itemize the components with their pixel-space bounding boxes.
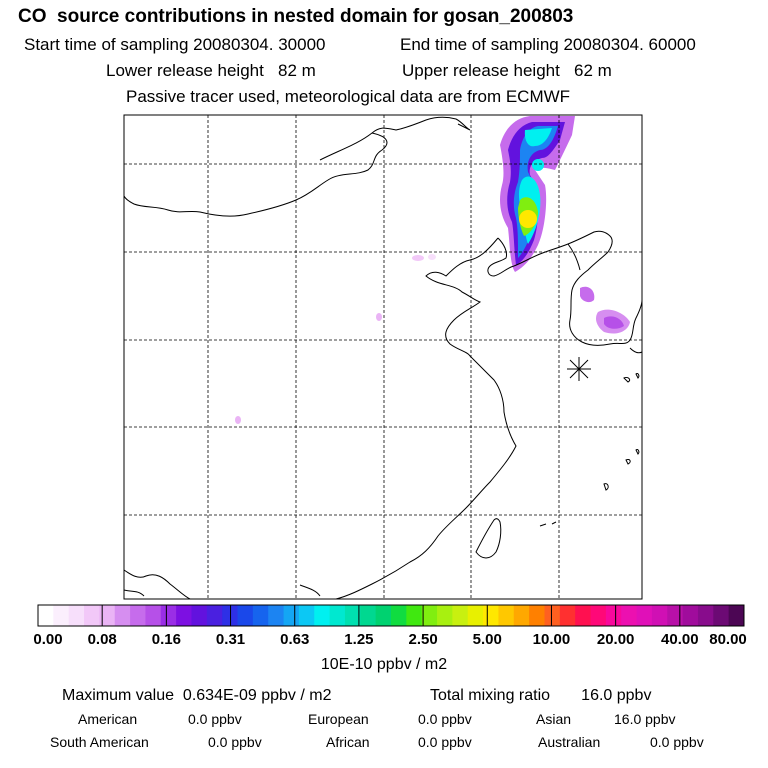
colorbar-swatch	[130, 605, 146, 626]
colorbar-swatch	[421, 605, 438, 626]
region-south-american-label: South American	[50, 734, 149, 750]
concentration-field	[235, 116, 630, 424]
colorbar-swatch	[114, 605, 131, 626]
colorbar-swatch	[529, 605, 545, 626]
colorbar-tick-label: 2.50	[408, 631, 438, 648]
colorbar-frame	[37, 604, 745, 627]
colorbar-swatch	[437, 605, 453, 626]
colorbar-swatch	[406, 605, 423, 626]
colorbar-tick-label: 0.16	[151, 631, 181, 648]
region-american-label: American	[78, 711, 138, 727]
colorbar-unit: 10E-10 ppbv / m2	[320, 656, 448, 673]
colorbar-swatch	[575, 605, 592, 626]
lat-lon-grid	[124, 115, 642, 599]
colorbar-tick-label: 0.31	[215, 631, 246, 648]
colorbar-swatch	[605, 605, 622, 626]
region-asian-label: Asian	[536, 711, 572, 727]
colorbar-swatch	[237, 605, 254, 626]
colorbar-swatch	[483, 605, 499, 626]
region-american-value: 0.0 ppbv	[188, 711, 242, 727]
colorbar-swatch	[360, 605, 377, 626]
colorbar-tick-label: 20.00	[596, 631, 635, 648]
end-time: End time of sampling 20080304. 60000	[400, 35, 696, 54]
colorbar-tick-label: 0.63	[280, 631, 310, 648]
colorbar-swatch	[160, 605, 177, 626]
colorbar-swatch	[621, 605, 638, 626]
start-time: Start time of sampling 20080304. 30000	[24, 35, 326, 54]
colorbar-swatch	[329, 605, 346, 626]
region-asian-value: 16.0 ppbv	[614, 711, 676, 727]
colorbar-swatch	[99, 605, 116, 626]
colorbar	[37, 604, 745, 627]
region-south-american-value: 0.0 ppbv	[208, 734, 262, 750]
colorbar-swatch	[697, 605, 714, 626]
colorbar-tick-label: 1.25	[344, 631, 374, 648]
colorbar-swatch	[498, 605, 515, 626]
colorbar-tick-label: 80.00	[709, 631, 747, 648]
colorbar-swatch	[713, 605, 730, 626]
colorbar-swatch	[68, 605, 85, 626]
colorbar-tick-label: 10.00	[532, 631, 571, 648]
map-frame	[123, 114, 643, 600]
colorbar-swatch	[268, 605, 285, 626]
colorbar-tick-label: 0.08	[87, 631, 117, 648]
receptor-asterisk-icon	[567, 357, 591, 381]
colorbar-swatch	[191, 605, 208, 626]
region-european-label: European	[308, 711, 369, 727]
colorbar-swatch	[667, 605, 684, 626]
colorbar-swatch	[651, 605, 668, 626]
maximum-value: Maximum value 0.634E-09 ppbv / m2	[62, 687, 332, 704]
colorbar-swatch	[452, 605, 469, 626]
colorbar-swatch	[145, 605, 162, 626]
lower-release-height: Lower release height 82 m	[106, 61, 316, 80]
region-australian-label: Australian	[538, 734, 601, 750]
colorbar-swatch	[38, 605, 54, 626]
colorbar-swatch	[513, 605, 530, 626]
colorbar-swatch	[467, 605, 484, 626]
colorbar-swatch	[682, 605, 699, 626]
colorbar-swatch	[298, 605, 315, 626]
total-mixing-ratio: Total mixing ratio 16.0 ppbv	[430, 687, 652, 704]
colorbar-swatch	[559, 605, 576, 626]
map-title: CO source contributions in nested domain…	[18, 6, 574, 27]
colorbar-swatch	[728, 605, 745, 626]
upper-release-height: Upper release height 62 m	[402, 61, 612, 80]
colorbar-swatch	[344, 605, 361, 626]
colorbar-swatch	[636, 605, 653, 626]
colorbar-tick-label: 0.00	[33, 631, 63, 648]
region-australian-value: 0.0 ppbv	[650, 734, 704, 750]
colorbar-swatch	[176, 605, 192, 626]
colorbar-swatch	[206, 605, 223, 626]
colorbar-tick-label: 40.00	[661, 631, 699, 648]
colorbar-swatch	[590, 605, 607, 626]
region-african-value: 0.0 ppbv	[418, 734, 472, 750]
colorbar-swatch	[283, 605, 300, 626]
colorbar-swatch	[375, 605, 392, 626]
colorbar-tick-label: 5.00	[472, 631, 502, 648]
colorbar-swatch	[84, 605, 100, 626]
colorbar-swatch	[314, 605, 331, 626]
colorbar-swatch	[53, 605, 70, 626]
tracer-note: Passive tracer used, meteorological data…	[126, 87, 571, 106]
colorbar-swatch	[252, 605, 269, 626]
colorbar-swatch	[391, 605, 407, 626]
colorbar-swatch	[544, 605, 561, 626]
region-european-value: 0.0 ppbv	[418, 711, 472, 727]
region-african-label: African	[326, 734, 370, 750]
coastlines	[123, 116, 643, 600]
